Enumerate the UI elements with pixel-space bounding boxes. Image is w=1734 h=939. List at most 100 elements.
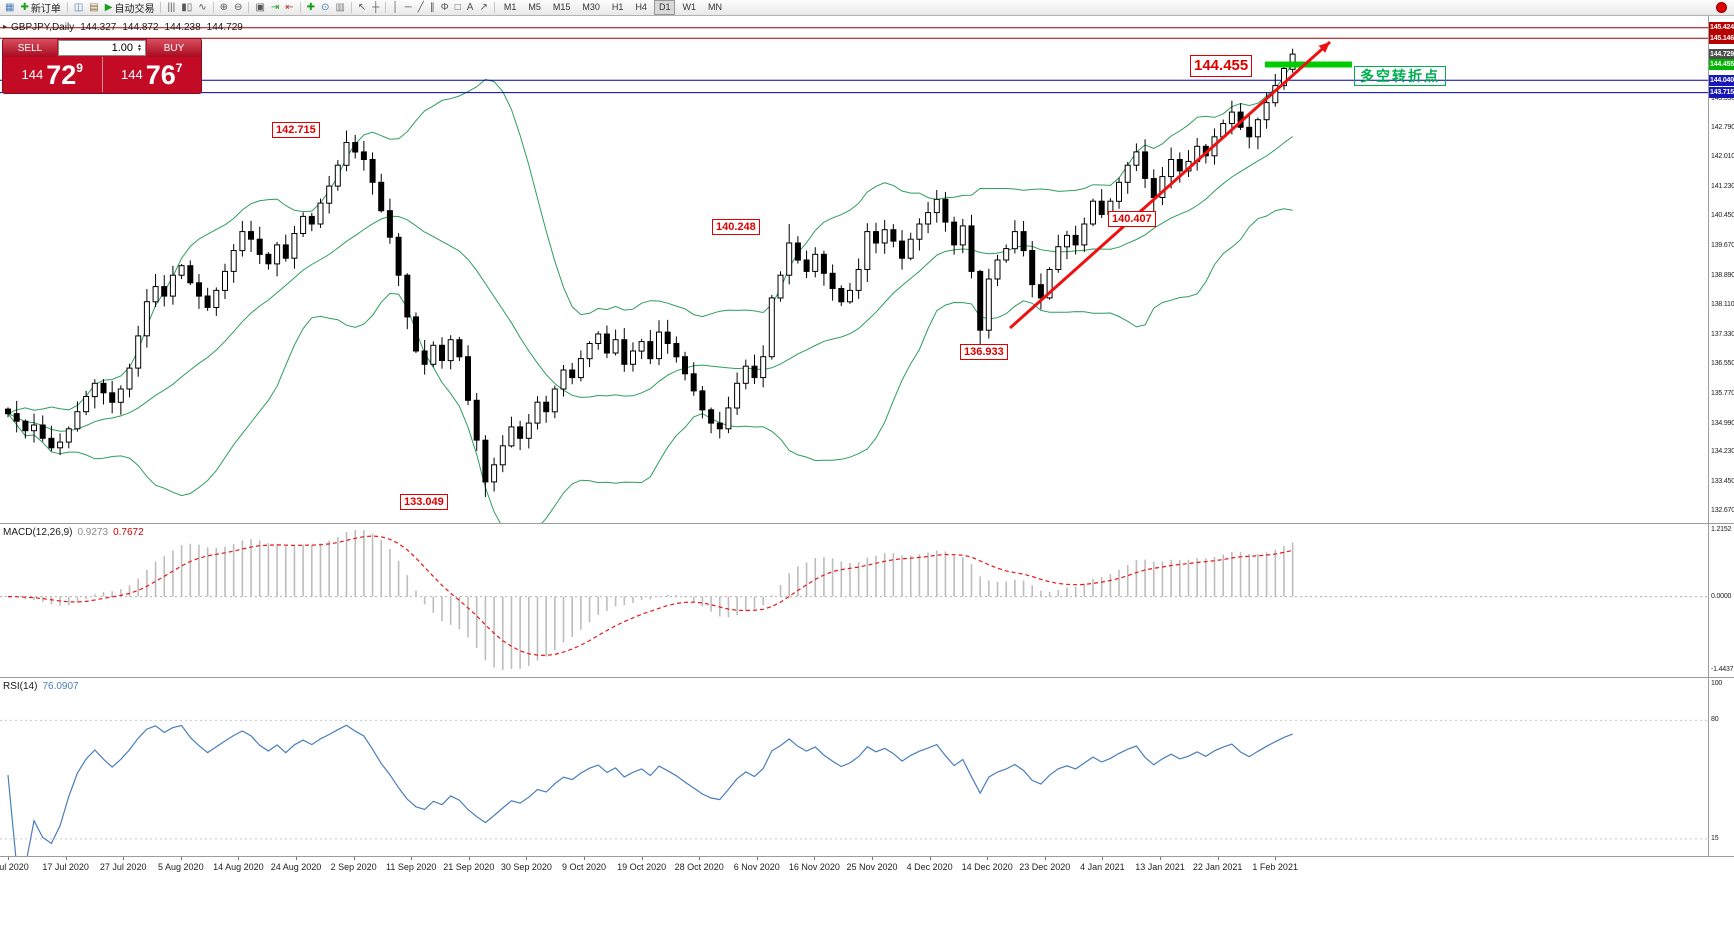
timeframe-m30-button[interactable]: M30 xyxy=(582,2,600,12)
timeframe-mn-button[interactable]: MN xyxy=(707,2,722,12)
templates-icon[interactable]: ▥ xyxy=(332,1,347,15)
time-axis-label: 1 Feb 2021 xyxy=(1252,862,1298,872)
panel-separator[interactable] xyxy=(0,677,1734,678)
time-tick xyxy=(123,857,125,860)
arrows-tool-icon[interactable]: ↗ xyxy=(476,1,490,15)
time-tick xyxy=(584,857,585,860)
text-label-icon[interactable]: A xyxy=(464,1,477,15)
equidistant-channel-icon[interactable]: ∥ xyxy=(427,1,438,15)
candle-body xyxy=(951,221,958,246)
candle-body xyxy=(612,339,619,354)
trend-arrow[interactable] xyxy=(1009,40,1331,330)
candle-body xyxy=(421,350,428,365)
zoom-out-icon[interactable]: ⊖ xyxy=(231,1,245,15)
zoom-in-icon[interactable]: ⊕ xyxy=(217,1,231,15)
time-axis-label: 4 Jan 2021 xyxy=(1080,862,1125,872)
timeframe-m5-button[interactable]: M5 xyxy=(528,2,541,12)
axis-price-flag: 144.455 xyxy=(1709,59,1734,70)
profiles-icon[interactable]: ▤ xyxy=(86,1,101,15)
volume-spinner[interactable]: ▲ ▼ xyxy=(135,42,145,53)
rsi-canvas[interactable] xyxy=(0,678,1708,856)
price-flag[interactable]: 133.049 xyxy=(400,494,448,511)
candle-body xyxy=(1081,223,1088,246)
candle-body xyxy=(630,350,636,365)
buy-price-display[interactable]: 144 76 7 xyxy=(101,57,202,92)
shapes-icon[interactable]: □ xyxy=(452,1,464,15)
volume-value[interactable]: 1.00 xyxy=(111,42,133,54)
sell-price-display[interactable]: 144 72 9 xyxy=(3,57,102,92)
sell-button[interactable]: SELL xyxy=(3,39,57,57)
vertical-line-icon[interactable]: │ xyxy=(389,1,401,15)
time-axis-label: 8 Jul 2020 xyxy=(0,862,29,872)
crosshair-icon[interactable]: ┼ xyxy=(369,1,382,15)
new-order-button[interactable]: ✚ 新订单 xyxy=(17,1,63,16)
candle-body xyxy=(1064,234,1070,248)
chart-shift-icon[interactable]: ⇤ xyxy=(282,1,296,15)
axis-price-flag: 144.729 xyxy=(1709,48,1734,60)
price-flag[interactable]: 136.933 xyxy=(960,344,1008,361)
candle-body xyxy=(942,198,949,223)
indicators-icon[interactable]: ✚ xyxy=(304,1,318,15)
price-flag[interactable]: 140.407 xyxy=(1108,211,1156,228)
trendline-icon[interactable]: ╱ xyxy=(415,1,427,15)
periods-icon[interactable]: ⊙ xyxy=(318,1,332,15)
sell-price-big: 72 xyxy=(46,59,77,90)
candle-body xyxy=(881,229,888,244)
spinner-up-icon[interactable]: ▲ xyxy=(137,42,142,49)
time-axis-label: 13 Jan 2021 xyxy=(1135,862,1185,872)
buy-button[interactable]: BUY xyxy=(147,39,201,57)
timeframe-h1-button[interactable]: H1 xyxy=(611,2,624,12)
time-tick xyxy=(8,857,9,860)
candle-body xyxy=(334,164,341,187)
cursor-icon[interactable]: ↖ xyxy=(355,1,369,15)
chart-high-value: 144.872 xyxy=(122,22,159,33)
auto-scroll-icon[interactable]: ⇥ xyxy=(268,1,282,15)
candle-body xyxy=(1133,151,1140,166)
time-tick xyxy=(1275,857,1277,860)
volume-field[interactable]: 1.00 ▲ ▼ xyxy=(58,40,146,56)
timeframe-m15-button[interactable]: M15 xyxy=(552,2,571,12)
chart-window-icon[interactable]: ▦ xyxy=(2,1,17,15)
candles-mode-icon[interactable]: ▮▯ xyxy=(178,1,195,15)
time-axis-label: 28 Oct 2020 xyxy=(674,862,724,872)
time-axis-label: 24 Aug 2020 xyxy=(270,862,322,872)
price-chart-canvas[interactable] xyxy=(0,16,1708,523)
price-flag[interactable]: 144.455 xyxy=(1190,55,1253,77)
tile-windows-icon[interactable]: ▣ xyxy=(252,1,267,15)
candle-body xyxy=(1263,102,1270,121)
trend-arrow-head xyxy=(1318,42,1330,53)
price-flag[interactable]: 140.248 xyxy=(712,219,760,236)
fibonacci-icon[interactable]: Φ xyxy=(438,1,452,15)
candle-body xyxy=(430,344,437,365)
one-click-trading-panel: SELL 1.00 ▲ ▼ BUY 144 72 9 144 76 7 xyxy=(2,38,202,94)
panel-separator[interactable] xyxy=(0,523,1734,524)
macd-canvas[interactable] xyxy=(0,524,1708,676)
toolbar-separator xyxy=(385,2,387,13)
bars-mode-icon[interactable]: ||| xyxy=(164,1,178,15)
horizontal-line-icon[interactable]: ─ xyxy=(402,1,415,15)
timeframe-d1-button[interactable]: D1 xyxy=(653,0,676,15)
candle-body xyxy=(716,422,723,430)
spinner-down-icon[interactable]: ▼ xyxy=(137,47,142,53)
chart-window-icon-glyph: ▦ xyxy=(5,1,15,13)
time-tick xyxy=(756,857,758,860)
time-axis[interactable]: 8 Jul 2020 17 Jul 2020 27 Jul 2020 5 Aug 20… xyxy=(0,856,1734,881)
timeframe-m1-button[interactable]: M1 xyxy=(503,2,517,12)
charts-cascade-icon[interactable]: ◫ xyxy=(71,1,86,15)
candle-body xyxy=(742,365,749,384)
autotrading-button[interactable]: ▶ 自动交易 xyxy=(102,1,158,16)
time-axis-label: 25 Nov 2020 xyxy=(846,862,898,872)
turning-point-note[interactable]: 多空转折点 xyxy=(1354,66,1446,87)
candle-body xyxy=(473,399,480,441)
buy-price-prefix: 144 xyxy=(121,67,143,82)
line-mode-icon[interactable]: ∿ xyxy=(195,1,209,15)
candle-body xyxy=(395,236,402,276)
candle-body xyxy=(864,231,871,271)
candle-body xyxy=(690,373,697,392)
timeframe-h4-button[interactable]: H4 xyxy=(635,2,647,12)
price-axis[interactable]: 143.550 142.790 142.010 141.230 140.450 139.6… xyxy=(1708,16,1734,856)
price-flag[interactable]: 142.715 xyxy=(272,122,320,139)
toolbar-separator xyxy=(212,2,214,13)
timeframe-w1-button[interactable]: W1 xyxy=(682,2,696,12)
chart-low-value: 144.238 xyxy=(164,22,201,33)
